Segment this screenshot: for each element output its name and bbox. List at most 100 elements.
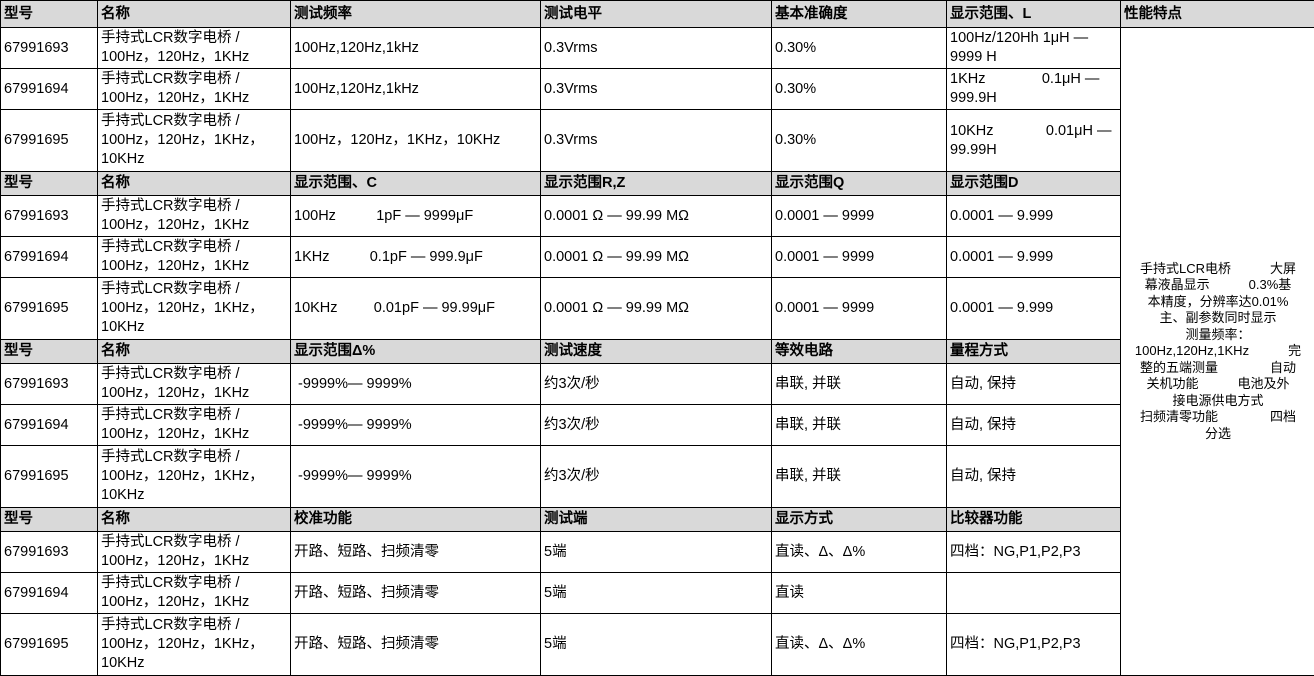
table-cell: 0.0001 — 9999 [771, 236, 947, 278]
header-cell: 显示方式 [771, 507, 947, 532]
table-cell: 0.30% [771, 109, 947, 172]
table-cell: 100Hz，120Hz，1KHz，10KHz [290, 109, 541, 172]
table-cell: 手持式LCR数字电桥 / 100Hz，120Hz，1KHz，10KHz [97, 109, 291, 172]
table-cell: 手持式LCR数字电桥 / 100Hz，120Hz，1KHz [97, 531, 291, 573]
header-cell: 显示范围、C [290, 171, 541, 196]
table-cell: 10KHz 0.01μH —99.99H [946, 109, 1121, 172]
table-cell: 串联, 并联 [771, 404, 947, 446]
table-cell: 67991694 [0, 404, 98, 446]
table-cell: 1KHz 0.1pF — 999.9μF [290, 236, 541, 278]
table-cell: 手持式LCR数字电桥 / 100Hz，120Hz，1KHz [97, 236, 291, 278]
header-cell: 显示范围Δ% [290, 339, 541, 364]
table-cell: -9999%— 9999% [290, 404, 541, 446]
table-cell: 0.0001 Ω — 99.99 MΩ [540, 277, 772, 340]
table-cell: 67991694 [0, 68, 98, 110]
table-cell: 67991694 [0, 236, 98, 278]
table-cell: 手持式LCR数字电桥 / 100Hz，120Hz，1KHz [97, 572, 291, 614]
table-cell: 67991695 [0, 445, 98, 508]
header-cell: 型号 [0, 0, 98, 28]
table-cell: 67991695 [0, 109, 98, 172]
table-cell: 67991693 [0, 531, 98, 573]
table-cell: 手持式LCR数字电桥 / 100Hz，120Hz，1KHz，10KHz [97, 277, 291, 340]
table-cell: 0.0001 Ω — 99.99 MΩ [540, 195, 772, 237]
table-cell: 约3次/秒 [540, 404, 772, 446]
table-cell: 自动, 保持 [946, 363, 1121, 405]
table-cell: -9999%— 9999% [290, 363, 541, 405]
table-cell: 100Hz,120Hz,1kHz [290, 27, 541, 69]
table-cell: 0.0001 — 9999 [771, 277, 947, 340]
table-cell: 手持式LCR数字电桥 / 100Hz，120Hz，1KHz，10KHz [97, 445, 291, 508]
table-cell: 自动, 保持 [946, 445, 1121, 508]
table-cell: 手持式LCR数字电桥 / 100Hz，120Hz，1KHz [97, 404, 291, 446]
header-cell: 名称 [97, 0, 291, 28]
table-cell: 约3次/秒 [540, 445, 772, 508]
table-cell: 67991695 [0, 277, 98, 340]
header-cell: 测试速度 [540, 339, 772, 364]
header-cell: 显示范围D [946, 171, 1121, 196]
table-cell: 0.0001 — 9.999 [946, 236, 1121, 278]
features-line: 分选 [1204, 425, 1231, 441]
table-cell: 手持式LCR数字电桥 / 100Hz，120Hz，1KHz [97, 195, 291, 237]
table-cell: 手持式LCR数字电桥 / 100Hz，120Hz，1KHz [97, 363, 291, 405]
table-cell: 100Hz,120Hz,1kHz [290, 68, 541, 110]
table-cell: 1KHz 0.1μH —999.9H [946, 68, 1121, 110]
header-cell: 型号 [0, 171, 98, 196]
features-line: 本精度，分辨率达0.01% [1147, 293, 1289, 309]
table-cell: 直读、Δ、Δ% [771, 613, 947, 676]
header-cell: 量程方式 [946, 339, 1121, 364]
table-cell: 四档：NG,P1,P2,P3 [946, 531, 1121, 573]
header-cell: 比较器功能 [946, 507, 1121, 532]
table-cell: 67991693 [0, 27, 98, 69]
table-cell: 0.3Vrms [540, 68, 772, 110]
table-cell: 0.3Vrms [540, 27, 772, 69]
table-cell: 0.0001 — 9999 [771, 195, 947, 237]
header-cell: 名称 [97, 507, 291, 532]
features-line: 幕液晶显示 0.3%基 [1144, 277, 1292, 293]
header-cell: 基本准确度 [771, 0, 947, 28]
header-cell: 显示范围R,Z [540, 171, 772, 196]
table-cell: 直读、Δ、Δ% [771, 531, 947, 573]
table-cell: -9999%— 9999% [290, 445, 541, 508]
table-cell: 串联, 并联 [771, 363, 947, 405]
header-cell: 显示范围Q [771, 171, 947, 196]
features-cell: 手持式LCR电桥 大屏 幕液晶显示 0.3%基 本精度，分辨率达0.01% 主、副参数… [1120, 27, 1314, 676]
table-cell: 约3次/秒 [540, 363, 772, 405]
features-line: 整的五端测量 自动 [1139, 359, 1296, 375]
features-line: 关机功能 电池及外 [1146, 376, 1290, 392]
table-cell: 100Hz/120Hh 1μH —9999 H [946, 27, 1121, 69]
table-cell: 0.30% [771, 27, 947, 69]
header-cell: 性能特点 [1120, 0, 1314, 28]
table-cell: 100Hz 1pF — 9999μF [290, 195, 541, 237]
features-line: 主、副参数同时显示 [1159, 310, 1277, 326]
table-cell: 开路、短路、扫频清零 [290, 531, 541, 573]
table-cell: 10KHz 0.01pF — 99.99μF [290, 277, 541, 340]
table-cell: 开路、短路、扫频清零 [290, 572, 541, 614]
features-line: 100Hz,120Hz,1KHz 完 [1134, 343, 1302, 359]
header-cell: 测试频率 [290, 0, 541, 28]
table-cell: 四档：NG,P1,P2,P3 [946, 613, 1121, 676]
table-cell: 67991693 [0, 195, 98, 237]
features-line: 扫频清零功能 四档 [1139, 409, 1296, 425]
table-cell: 0.30% [771, 68, 947, 110]
table-cell: 5端 [540, 531, 772, 573]
header-cell: 型号 [0, 339, 98, 364]
table-cell: 手持式LCR数字电桥 / 100Hz，120Hz，1KHz [97, 68, 291, 110]
header-cell: 名称 [97, 171, 291, 196]
table-cell: 0.3Vrms [540, 109, 772, 172]
table-cell: 手持式LCR数字电桥 / 100Hz，120Hz，1KHz，10KHz [97, 613, 291, 676]
features-line: 测量频率： [1185, 326, 1251, 342]
header-cell: 等效电路 [771, 339, 947, 364]
features-line: 手持式LCR电桥 大屏 [1139, 260, 1296, 276]
header-cell: 显示范围、L [946, 0, 1121, 28]
table-cell: 5端 [540, 613, 772, 676]
table-cell: 0.0001 — 9.999 [946, 195, 1121, 237]
header-cell: 测试电平 [540, 0, 772, 28]
table-cell: 67991694 [0, 572, 98, 614]
header-cell: 名称 [97, 339, 291, 364]
table-cell [946, 572, 1121, 614]
table-cell: 5端 [540, 572, 772, 614]
header-cell: 型号 [0, 507, 98, 532]
features-line: 接电源供电方式 [1172, 392, 1264, 408]
header-cell: 校准功能 [290, 507, 541, 532]
